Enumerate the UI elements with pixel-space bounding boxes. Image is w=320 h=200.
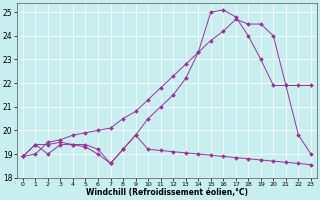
X-axis label: Windchill (Refroidissement éolien,°C): Windchill (Refroidissement éolien,°C) [86, 188, 248, 197]
